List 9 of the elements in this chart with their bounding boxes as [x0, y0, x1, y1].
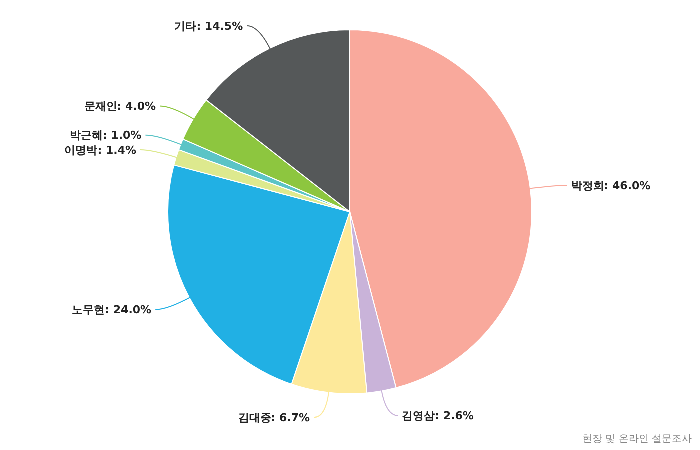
- slice-label: 김영삼: 2.6%: [402, 410, 474, 423]
- slice-label: 김대중: 6.7%: [238, 411, 310, 424]
- slice-label: 박근혜: 1.0%: [70, 129, 142, 142]
- slice-label: 노무현: 24.0%: [72, 304, 152, 317]
- slice-label: 문재인: 4.0%: [84, 100, 156, 114]
- slice-label: 박정희: 46.0%: [571, 179, 651, 192]
- slice-label: 이명박: 1.4%: [64, 144, 136, 157]
- slice-label: 기타: 14.5%: [174, 20, 244, 33]
- text: 현장 및 온라인 설문조사: [582, 434, 692, 445]
